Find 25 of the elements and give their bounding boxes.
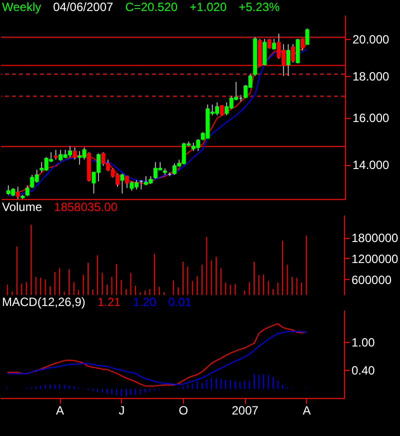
y-tick-label: 1200000 [352,252,399,266]
x-tick-label: A [56,404,64,418]
y-tick-label: 16.000 [352,111,390,126]
text: 1.21 [97,295,121,309]
x-tick-label: A [302,404,311,418]
annotation: 1858035.00 [54,200,118,214]
y-tick-label: 14.000 [352,158,390,172]
x-tick-label: 2007 [232,404,259,418]
y-tick-label: 1.00 [352,335,376,350]
y-tick-label: 20.000 [352,32,390,46]
y-tick-label: 1800000 [352,231,399,246]
x-tick-label: J [118,404,125,418]
x-tick-label: O [178,404,188,418]
y-tick-label: 600000 [352,272,392,287]
chart-title: MACD(12,26,9) [2,295,86,309]
chart-title: Weekly [2,0,42,14]
text: 1.20 [132,295,156,309]
text: 04/06/2007 [53,0,114,14]
text: 0.01 [168,295,192,309]
y-tick-label: 0.40 [352,363,376,378]
text: C=20.520 [125,0,178,14]
text: +5.23% [238,0,280,14]
y-tick-label: 18.000 [352,70,390,84]
text: +1.020 [190,0,227,14]
chart-title: Volume [2,200,42,214]
